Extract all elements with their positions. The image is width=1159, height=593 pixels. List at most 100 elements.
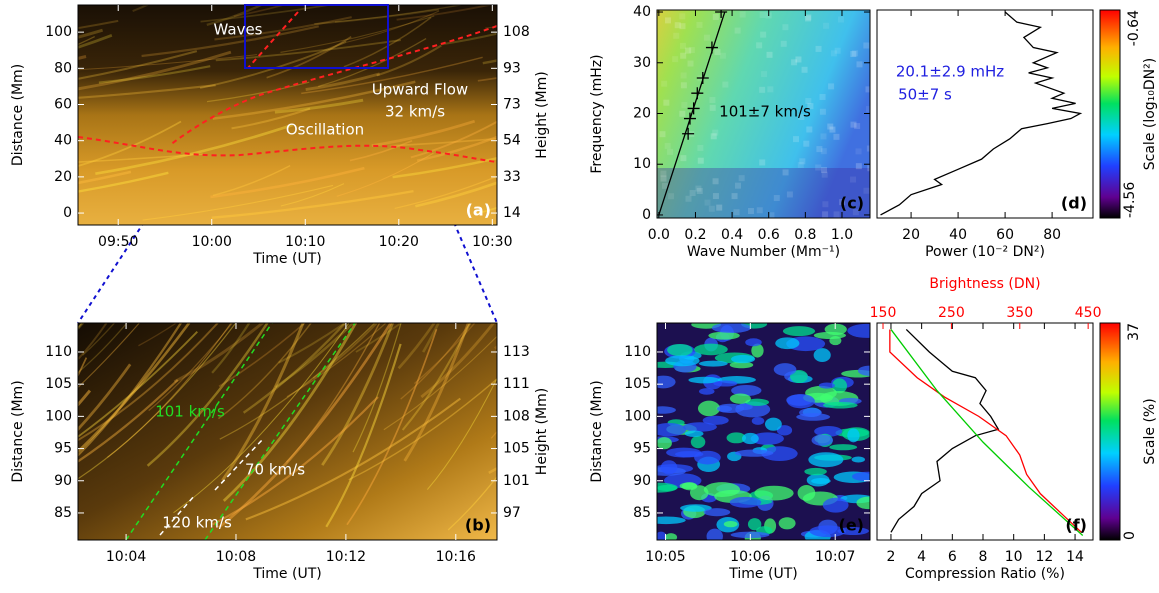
- texture: [855, 148, 862, 155]
- texture: [274, 323, 355, 389]
- texture: [82, 323, 116, 356]
- line: [658, 11, 726, 216]
- texture: [731, 384, 762, 397]
- texture: [854, 123, 861, 130]
- annotation: Waves: [214, 21, 263, 39]
- texture: [731, 354, 756, 364]
- y-tick-label: 95: [54, 441, 72, 457]
- texture: [780, 40, 787, 47]
- texture: [710, 133, 717, 140]
- texture: [200, 5, 335, 23]
- texture: [839, 199, 846, 206]
- texture: [712, 129, 719, 136]
- texture: [747, 518, 762, 531]
- texture: [729, 496, 762, 508]
- texture: [441, 32, 497, 46]
- x-tick-label: 8: [979, 549, 988, 565]
- texture: [819, 108, 826, 115]
- texture: [78, 323, 128, 374]
- texture: [665, 355, 700, 367]
- texture: [824, 323, 847, 336]
- texture: [751, 343, 764, 358]
- texture: [795, 56, 802, 63]
- texture: [349, 140, 413, 162]
- texture: [821, 167, 828, 174]
- texture: [218, 323, 306, 388]
- texture: [78, 84, 216, 99]
- y-tick-label: 40: [54, 133, 72, 149]
- texture: [764, 417, 782, 431]
- x-axis-label: Time (UT): [252, 251, 321, 267]
- texture: [476, 206, 497, 215]
- texture: [867, 165, 870, 172]
- frame: [876, 322, 1094, 541]
- texture: [852, 471, 870, 482]
- panel-label: (a): [466, 201, 491, 220]
- y-tick-label: 90: [633, 473, 651, 489]
- y2-tick-label: 108: [503, 408, 530, 424]
- texture: [698, 360, 728, 367]
- texture: [773, 195, 780, 202]
- texture: [703, 508, 731, 517]
- texture: [148, 323, 234, 412]
- y2-tick-label: 73: [503, 97, 521, 113]
- texture: [791, 59, 798, 66]
- x-tick-label: 0.0: [648, 227, 670, 243]
- texture: [346, 328, 438, 526]
- panel-label: (c): [840, 194, 864, 213]
- guide-line: [159, 439, 263, 536]
- texture: [348, 378, 497, 481]
- x-tick-label: 0.8: [794, 227, 816, 243]
- texture: [679, 482, 697, 490]
- point: [682, 127, 695, 140]
- texture: [712, 193, 719, 200]
- x-tick-label: 10:04: [106, 549, 146, 565]
- texture: [336, 152, 434, 197]
- texture: [667, 148, 674, 155]
- texture: [667, 343, 693, 357]
- texture: [401, 323, 472, 431]
- texture: [850, 51, 857, 58]
- x-tick-label: 09:50: [98, 234, 138, 250]
- texture: [756, 207, 763, 214]
- texture: [680, 504, 712, 512]
- texture: [712, 178, 719, 185]
- texture: [713, 380, 738, 387]
- x-tick-label: 10:06: [730, 549, 770, 565]
- texture: [738, 175, 745, 182]
- texture: [803, 140, 810, 147]
- texture: [680, 72, 687, 79]
- texture: [314, 8, 439, 25]
- texture: [726, 432, 747, 444]
- texture: [766, 51, 773, 58]
- texture: [694, 343, 728, 356]
- y-tick-label: 100: [45, 24, 72, 40]
- annotation: 120 km/s: [162, 514, 232, 532]
- texture: [242, 323, 347, 414]
- texture: [773, 363, 797, 376]
- texture: [776, 425, 793, 436]
- texture: [78, 28, 104, 39]
- x-tick-label: 10:08: [216, 549, 256, 565]
- texture: [750, 432, 784, 445]
- y2-tick-label: 105: [503, 441, 530, 457]
- texture: [688, 376, 721, 384]
- texture: [735, 182, 742, 189]
- x-tick-label: 10:12: [326, 549, 366, 565]
- texture: [689, 190, 696, 197]
- texture: [522, 93, 588, 119]
- texture: [98, 65, 211, 84]
- texture: [778, 517, 796, 530]
- texture: [217, 323, 393, 529]
- texture: [852, 209, 859, 216]
- texture: [679, 42, 686, 49]
- texture: [680, 155, 687, 162]
- texture: [850, 176, 857, 183]
- background: [78, 5, 497, 225]
- texture: [681, 101, 688, 108]
- texture: [706, 528, 723, 540]
- texture: [809, 525, 846, 538]
- texture: [206, 5, 264, 26]
- texture: [664, 142, 671, 149]
